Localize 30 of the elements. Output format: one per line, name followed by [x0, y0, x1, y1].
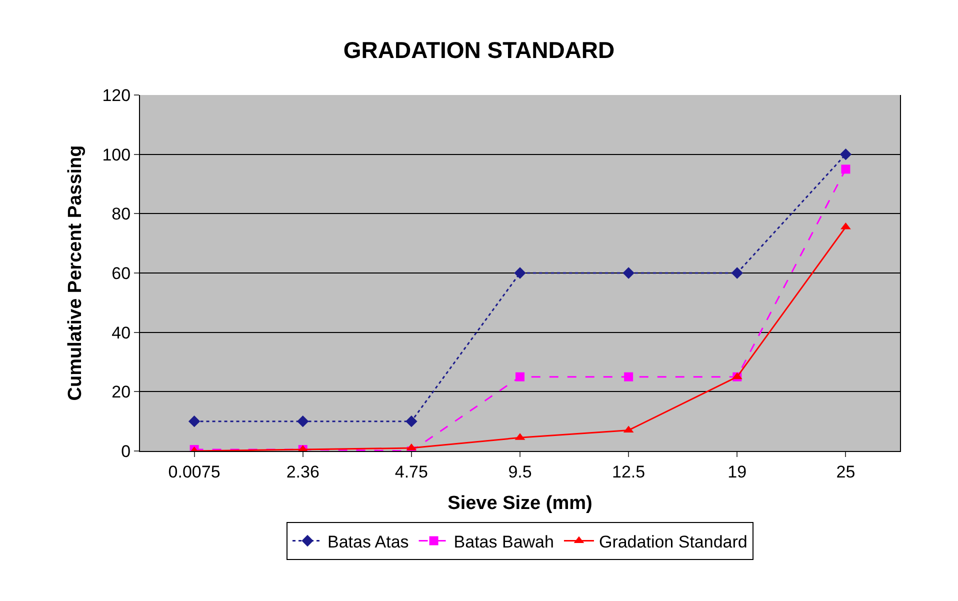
y-tick-label: 80 — [112, 204, 131, 224]
point — [514, 267, 526, 279]
point — [188, 415, 200, 428]
x-tick-label: 9.5 — [508, 462, 532, 482]
y-tick-label: 60 — [112, 264, 131, 283]
point — [406, 415, 418, 428]
point — [297, 415, 309, 428]
chart-title: GRADATION STANDARD — [343, 37, 615, 64]
y-axis-title: Cumulative Percent Passing — [65, 145, 86, 401]
legend-label: Gradation Standard — [598, 532, 748, 552]
legend-label: Batas Bawah — [454, 532, 554, 552]
y-tick-label: 0 — [121, 442, 131, 461]
y-tick-label: 20 — [112, 382, 131, 402]
x-tick-label: 4.75 — [394, 462, 428, 482]
y-tick-label: 40 — [112, 323, 131, 342]
y-tick-label: 120 — [102, 86, 131, 105]
point — [622, 267, 634, 279]
x-tick-label: 12.5 — [612, 462, 646, 482]
x-tick-label: 2.36 — [286, 462, 320, 482]
point — [841, 164, 850, 174]
point — [731, 267, 743, 279]
legend-label: Batas Atas — [328, 532, 409, 552]
y-tick-label: 100 — [102, 145, 131, 164]
x-tick-label: 25 — [836, 462, 856, 482]
x-tick-label: 19 — [728, 462, 747, 482]
point — [840, 148, 852, 160]
point — [516, 372, 524, 382]
x-axis-title: Sieve Size (mm) — [448, 493, 592, 514]
point — [624, 372, 634, 382]
x-tick-label: 0.0075 — [168, 462, 220, 482]
